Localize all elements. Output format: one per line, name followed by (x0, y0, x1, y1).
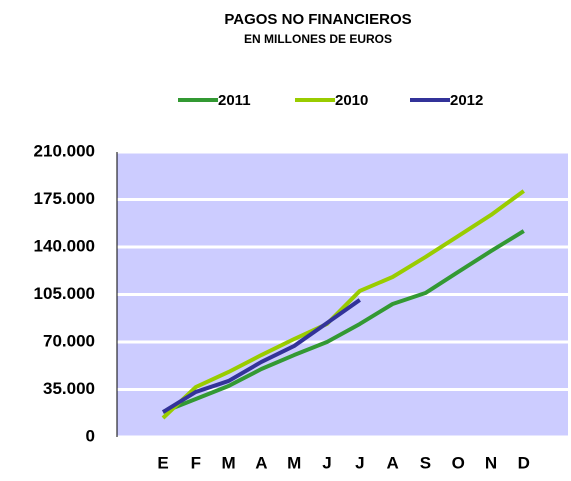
x-tick-label: M (222, 453, 236, 472)
legend-label: 2012 (450, 92, 483, 109)
x-tick-label: A (386, 453, 398, 472)
x-tick-label: J (322, 453, 331, 472)
chart-subtitle: EN MILLONES DE EUROS (244, 32, 392, 46)
legend-label: 2011 (218, 92, 251, 109)
x-tick-label: E (157, 453, 168, 472)
x-tick-label: N (485, 453, 497, 472)
y-tick-label: 175.000 (34, 189, 95, 208)
x-tick-label: M (287, 453, 301, 472)
x-tick-label: J (355, 453, 364, 472)
y-tick-label: 70.000 (43, 331, 95, 350)
x-tick-label: S (420, 453, 431, 472)
legend-label: 2010 (335, 92, 368, 109)
y-tick-label: 210.000 (34, 141, 95, 160)
line-series (162, 229, 525, 414)
line-series (161, 189, 525, 420)
x-tick-label: A (255, 453, 267, 472)
y-tick-label: 140.000 (34, 236, 95, 255)
x-tick-label: F (191, 453, 201, 472)
y-tick-label: 0 (86, 426, 95, 445)
y-tick-label: 35.000 (43, 379, 95, 398)
x-tick-label: D (518, 453, 530, 472)
chart-title: PAGOS NO FINANCIEROS (224, 11, 411, 28)
x-tick-label: O (452, 453, 465, 472)
y-tick-label: 105.000 (34, 284, 95, 303)
line-series (161, 298, 361, 414)
